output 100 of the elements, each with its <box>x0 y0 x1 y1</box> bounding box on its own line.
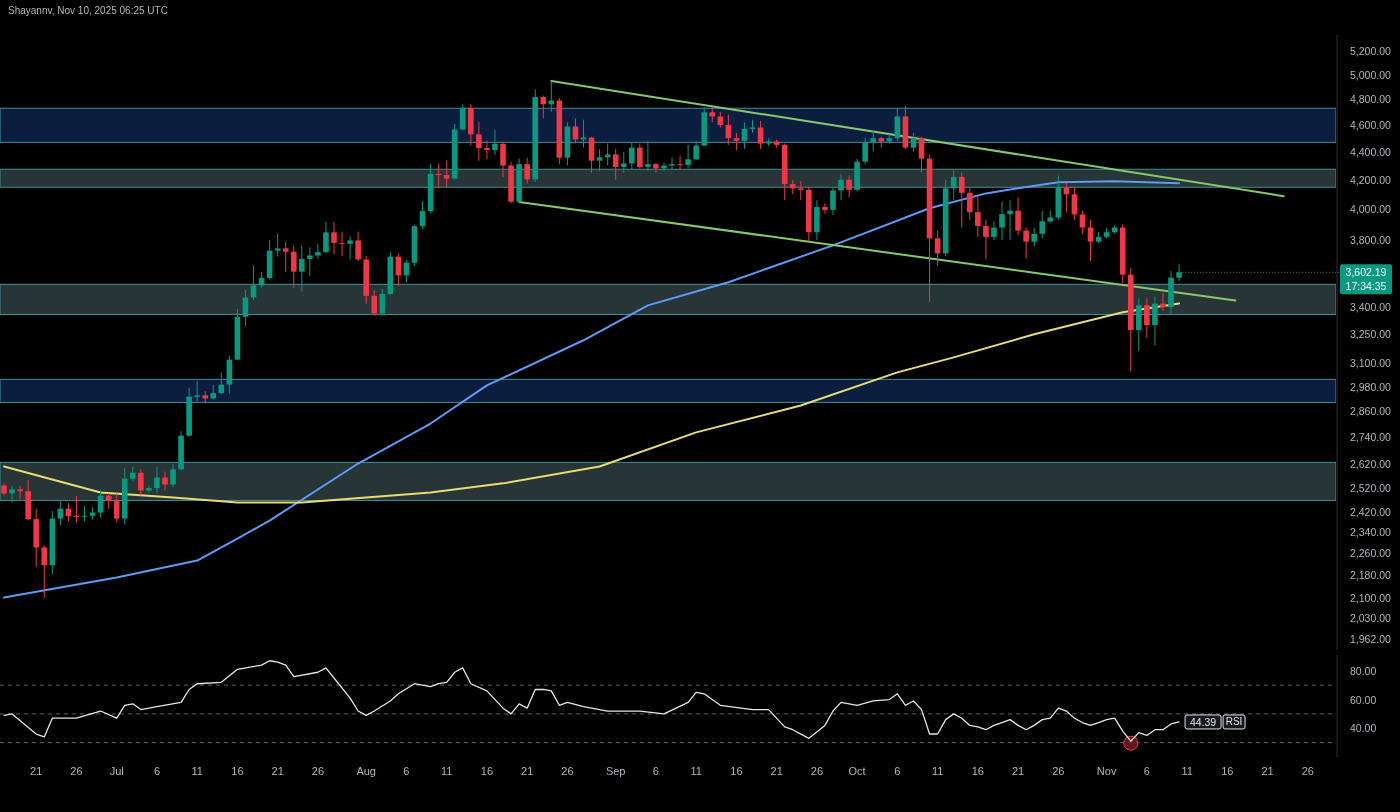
y-tick-label: 3,100.00 <box>1350 356 1392 369</box>
candlestick <box>524 157 530 185</box>
x-tick-label: 21 <box>1261 765 1274 777</box>
candlestick <box>290 245 297 289</box>
candlestick <box>379 288 386 317</box>
y-tick-label: 4,200.00 <box>1350 173 1392 186</box>
candlestick <box>371 290 378 317</box>
candlestick <box>443 160 450 188</box>
y-tick-label: 2,740.00 <box>1350 431 1392 444</box>
candlestick <box>315 243 321 260</box>
candlestick <box>950 169 957 201</box>
y-tick-label: 60.00 <box>1350 693 1377 706</box>
x-tick-label: 16 <box>231 765 244 777</box>
candlestick <box>596 148 603 172</box>
data-label: 44.39 <box>1189 715 1217 728</box>
candlestick <box>1039 210 1046 239</box>
candlestick <box>838 173 844 201</box>
x-tick-label: Nov <box>1096 765 1117 777</box>
y-tick-label: 5,200.00 <box>1350 45 1392 58</box>
y-tick-label: 4,800.00 <box>1350 93 1392 106</box>
y-tick-label: 5,000.00 <box>1350 68 1392 81</box>
candlestick <box>1023 227 1029 260</box>
y-tick-label: 2,100.00 <box>1350 591 1392 604</box>
x-tick-label: 26 <box>1052 765 1065 777</box>
candlestick <box>154 466 160 494</box>
x-tick-label: 6 <box>153 765 160 777</box>
candlestick <box>17 485 23 500</box>
candlestick <box>958 172 965 229</box>
y-tick-label: 2,520.00 <box>1350 481 1392 494</box>
candlestick <box>798 180 804 201</box>
candlestick <box>645 140 651 172</box>
x-tick-label: 26 <box>810 765 824 777</box>
candlestick <box>983 219 989 260</box>
y-tick-label: 2,340.00 <box>1350 526 1392 539</box>
y-tick-label: 2,180.00 <box>1350 569 1392 582</box>
candlestick <box>1160 292 1166 312</box>
y-tick-label: 4,400.00 <box>1350 145 1392 158</box>
x-tick-label: Oct <box>848 765 866 777</box>
candlestick <box>870 129 877 153</box>
candlestick <box>910 132 917 153</box>
x-tick-label: 16 <box>480 765 494 777</box>
x-tick-label: 11 <box>191 765 203 777</box>
candlestick <box>347 235 353 260</box>
x-tick-label: 26 <box>70 765 83 777</box>
candlestick <box>604 143 611 167</box>
candlestick <box>113 492 120 523</box>
legend-label: RSI <box>1225 716 1243 728</box>
candlestick <box>999 201 1005 241</box>
candlestick <box>492 129 498 156</box>
y-tick-label: 3,250.00 <box>1350 328 1392 341</box>
candlestick <box>846 174 852 198</box>
candlestick <box>669 156 675 171</box>
y-tick-label: 80.00 <box>1350 664 1377 677</box>
x-tick-label: 21 <box>770 765 783 777</box>
y-tick-label: 2,030.00 <box>1350 611 1392 624</box>
candlestick <box>138 468 144 496</box>
candlestick <box>194 380 200 403</box>
candlestick <box>991 220 997 241</box>
candlestick <box>822 202 828 215</box>
candlestick <box>612 148 619 181</box>
x-tick-label: Jul <box>109 765 124 777</box>
candlestick <box>484 140 490 160</box>
text: Shayannv, Nov 10, 2025 06:25 UTC <box>8 4 168 16</box>
x-tick-label: 26 <box>311 765 325 777</box>
x-tick-label: 16 <box>1221 765 1234 777</box>
candlestick <box>355 231 361 262</box>
candlestick <box>677 155 683 171</box>
candlestick <box>41 544 48 599</box>
candlestick <box>323 221 329 254</box>
y-tick-label: 2,620.00 <box>1350 458 1392 471</box>
x-tick-label: 6 <box>403 765 410 777</box>
x-tick-label: 26 <box>1301 765 1314 777</box>
x-tick-label: 21 <box>521 765 534 777</box>
candlestick <box>1144 297 1150 339</box>
candlestick <box>741 121 748 150</box>
candlestick <box>830 186 836 216</box>
candlestick <box>975 195 981 238</box>
candlestick <box>1007 199 1013 241</box>
candlestick <box>146 485 152 494</box>
candlestick <box>572 117 579 145</box>
candlestick <box>299 245 305 293</box>
candlestick <box>620 151 627 174</box>
candlestick <box>307 246 313 277</box>
y-tick-label: 2,860.00 <box>1350 405 1392 418</box>
y-tick-label: 4,000.00 <box>1350 203 1392 216</box>
line-series <box>3 302 1181 504</box>
candlestick <box>339 231 345 257</box>
y-tick-label: 3,400.00 <box>1350 301 1392 314</box>
candlestick <box>628 141 635 171</box>
candlestick <box>274 233 281 258</box>
x-tick-label: 11 <box>440 765 453 777</box>
candlestick <box>162 471 168 492</box>
x-tick-label: Aug <box>356 765 376 777</box>
x-tick-label: 16 <box>730 765 743 777</box>
y-tick-label: 2,980.00 <box>1350 380 1392 393</box>
candlestick <box>653 162 659 174</box>
y-tick-label: 4,600.00 <box>1350 118 1392 131</box>
candlestick <box>693 140 699 161</box>
candlestick <box>170 463 176 488</box>
x-tick-label: 6 <box>652 765 659 777</box>
